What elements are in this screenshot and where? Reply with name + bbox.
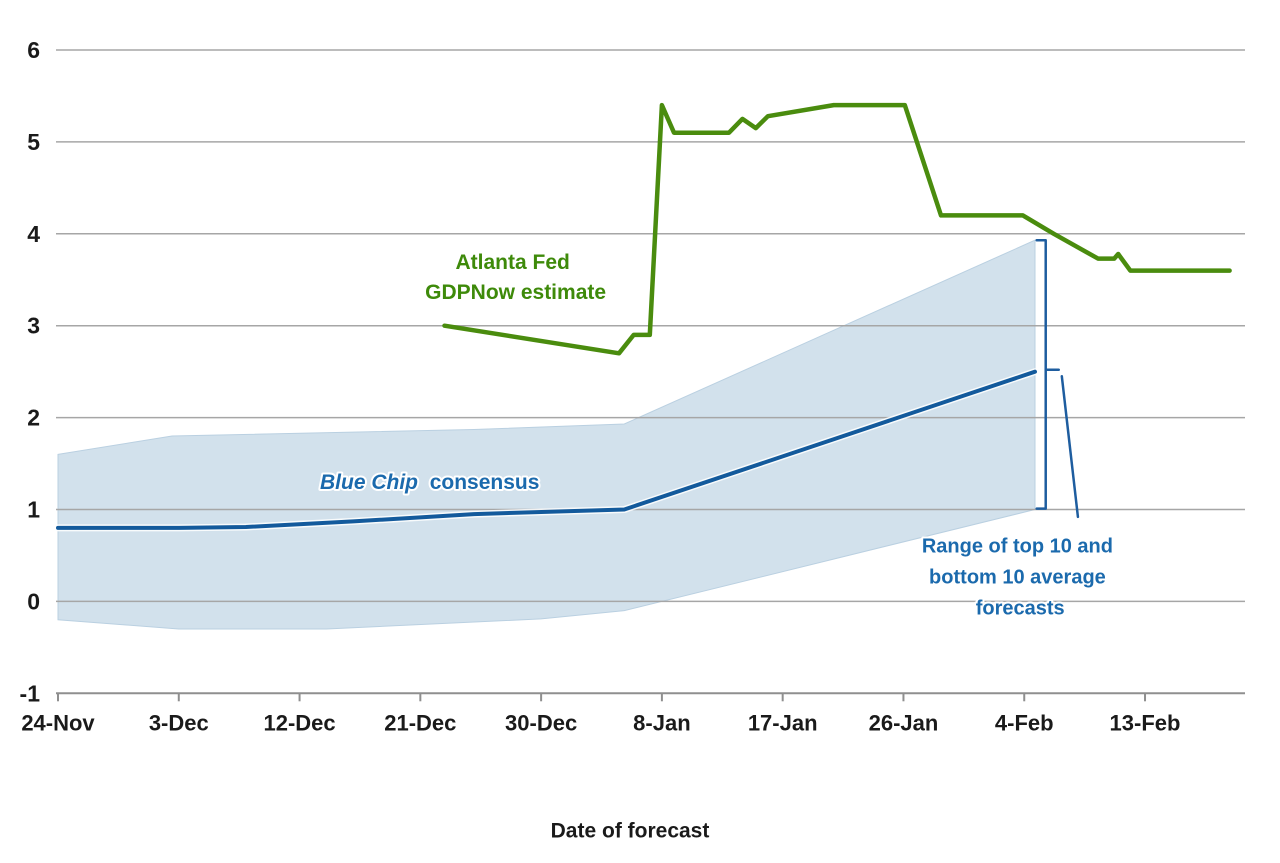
- y-axis-labels: 6 5 4 3 2 1 0 -1: [20, 37, 41, 706]
- range-label-leader-line: [1060, 374, 1080, 519]
- range-annotation-label: Range of top 10 and bottom 10 average fo…: [922, 536, 1119, 620]
- y-tick-label-2: 2: [27, 405, 40, 431]
- y-tick-label-6: 6: [27, 37, 40, 63]
- gdpnow-line: [442, 102, 1232, 356]
- range-bracket-annotation: [1035, 238, 1080, 519]
- range-label-line3: forecasts: [976, 598, 1065, 620]
- y-tick-label--1: -1: [20, 680, 41, 706]
- y-tick-label-1: 1: [27, 497, 40, 523]
- bluechip-line: [56, 369, 1037, 530]
- forecast-range-band: [57, 239, 1036, 630]
- bluechip-label-italic: Blue Chip: [320, 470, 418, 493]
- x-tick-label-8-Jan: 8-Jan: [633, 711, 690, 736]
- x-tick-label-12-Dec: 12-Dec: [263, 711, 335, 736]
- x-tick-label-17-Jan: 17-Jan: [748, 711, 818, 736]
- bluechip-label-regular: consensus: [424, 470, 540, 493]
- y-tick-label-3: 3: [27, 313, 40, 339]
- bluechip-series-label: Blue Chip consensus: [320, 470, 539, 493]
- gdpnow-label-line1: Atlanta Fed: [456, 251, 570, 274]
- range-label-line2: bottom 10 average: [929, 567, 1106, 589]
- x-tick-label-21-Dec: 21-Dec: [384, 711, 456, 736]
- x-axis: 24-Nov 3-Dec 12-Dec 21-Dec 30-Dec 8-Jan 17-Jan…: [21, 692, 1245, 736]
- x-tick-label-26-Jan: 26-Jan: [869, 711, 939, 736]
- forecast-range-band-shape: [57, 239, 1036, 630]
- x-tick-label-3-Dec: 3-Dec: [149, 711, 209, 736]
- x-tick-label-13-Feb: 13-Feb: [1110, 711, 1181, 736]
- gdpnow-label-line2: GDPNow estimate: [425, 281, 606, 304]
- y-tick-label-5: 5: [27, 129, 40, 155]
- x-tick-label-24-Nov: 24-Nov: [21, 711, 95, 736]
- x-tick-label-30-Dec: 30-Dec: [505, 711, 577, 736]
- gdpnow-series-label: Atlanta Fed GDPNow estimate: [425, 251, 606, 304]
- y-tick-label-4: 4: [27, 221, 40, 247]
- y-tick-label-0: 0: [27, 588, 40, 614]
- range-bracket: [1035, 238, 1047, 510]
- x-tick-label-4-Feb: 4-Feb: [995, 711, 1054, 736]
- x-axis-title: Date of forecast: [551, 820, 710, 843]
- range-label-line1: Range of top 10 and: [922, 536, 1113, 558]
- series-lines: [54, 102, 1232, 532]
